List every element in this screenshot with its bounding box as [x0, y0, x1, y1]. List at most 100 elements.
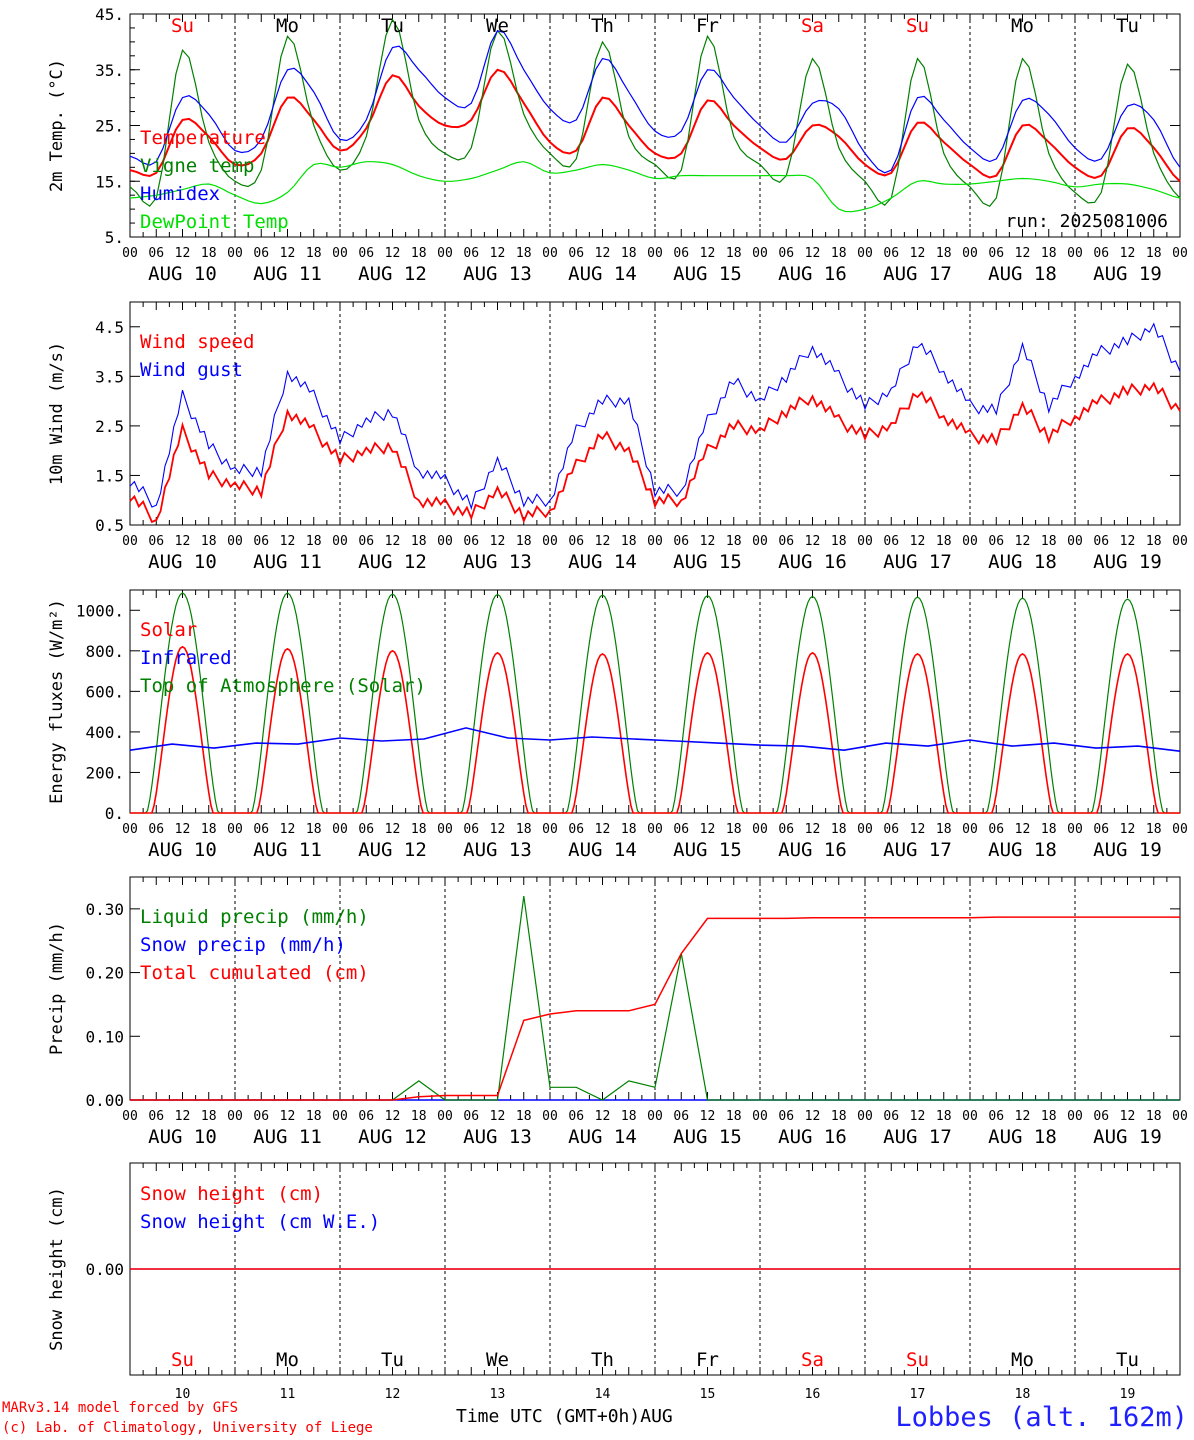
legend-entry: Total cumulated (cm)	[140, 962, 369, 984]
hour-tick-label: 12	[175, 246, 191, 261]
hour-tick-label: 18	[621, 822, 637, 837]
hour-tick-label: 12	[910, 1109, 926, 1124]
hour-tick-label: 18	[201, 246, 217, 261]
date-label: AUG 17	[883, 1126, 952, 1148]
y-tick-label: 3.5	[95, 367, 124, 386]
date-label: AUG 10	[148, 551, 217, 573]
hour-tick-label: 18	[1041, 534, 1057, 549]
hour-tick-label: 00	[1067, 1109, 1083, 1124]
y-tick-label: 0.5	[95, 516, 124, 535]
legend-entry: Solar	[140, 619, 197, 641]
station-label: Lobbes (alt. 162m)	[895, 1402, 1188, 1433]
hour-tick-label: 06	[1093, 1109, 1109, 1124]
hour-tick-label: 06	[673, 534, 689, 549]
hour-tick-label: 06	[1093, 822, 1109, 837]
hour-tick-label: 12	[280, 246, 296, 261]
hour-tick-label: 18	[936, 534, 952, 549]
hour-tick-label: 12	[1120, 1109, 1136, 1124]
day-number: 13	[490, 1387, 506, 1402]
y-tick-label: 600.	[85, 682, 124, 701]
hour-tick-label: 18	[201, 822, 217, 837]
hour-tick-label: 12	[700, 1109, 716, 1124]
legend-entry: Vigne temp	[140, 155, 254, 177]
hour-tick-label: 18	[306, 822, 322, 837]
y-tick-label: 0.10	[85, 1027, 124, 1046]
hour-tick-label: 00	[437, 1109, 453, 1124]
hour-tick-label: 12	[490, 246, 506, 261]
series-line	[129, 381, 1181, 524]
hour-tick-label: 12	[700, 822, 716, 837]
day-name: Su	[171, 15, 194, 37]
hour-tick-label: 00	[332, 534, 348, 549]
hour-tick-label: 00	[857, 534, 873, 549]
y-tick-label: 1.5	[95, 466, 124, 485]
hour-tick-label: 12	[280, 822, 296, 837]
legend-entry: Liquid precip (mm/h)	[140, 906, 369, 928]
hour-tick-label: 12	[280, 1109, 296, 1124]
y-tick-label: 2.5	[95, 417, 124, 436]
legend-entry: DewPoint Temp	[140, 211, 289, 233]
panel-frame	[129, 589, 1181, 814]
date-label: AUG 17	[883, 551, 952, 573]
date-label: AUG 16	[778, 839, 847, 861]
hour-tick-label: 12	[595, 1109, 611, 1124]
hour-tick-label: 18	[516, 1109, 532, 1124]
hour-tick-label: 00	[962, 1109, 978, 1124]
hour-tick-label: 12	[175, 534, 191, 549]
hour-tick-label: 06	[358, 822, 374, 837]
y-tick-label: 400.	[85, 723, 124, 742]
hour-tick-label: 18	[621, 246, 637, 261]
hour-tick-label: 06	[883, 1109, 899, 1124]
hour-tick-label: 12	[805, 1109, 821, 1124]
y-tick-label: 0.00	[85, 1260, 124, 1279]
hour-tick-label: 18	[831, 822, 847, 837]
series-line	[129, 18, 1181, 208]
hour-tick-label: 00	[1067, 534, 1083, 549]
date-label: AUG 12	[358, 1126, 427, 1148]
hour-tick-label: 06	[778, 534, 794, 549]
hour-tick-label: 18	[1041, 822, 1057, 837]
hour-tick-label: 12	[805, 534, 821, 549]
y-tick-label: 0.20	[85, 964, 124, 983]
hour-tick-label: 12	[805, 246, 821, 261]
hour-tick-label: 00	[1172, 822, 1188, 837]
hour-tick-label: 00	[962, 822, 978, 837]
hour-tick-label: 06	[988, 534, 1004, 549]
y-tick-label: 0.00	[85, 1091, 124, 1110]
hour-tick-label: 18	[831, 1109, 847, 1124]
y-axis-label: Snow height (cm)	[47, 1187, 67, 1351]
hour-tick-label: 06	[778, 246, 794, 261]
hour-tick-label: 18	[726, 822, 742, 837]
legend-entry: Humidex	[140, 183, 220, 205]
hour-tick-label: 18	[411, 246, 427, 261]
legend-entry: Temperature	[140, 127, 266, 149]
date-label: AUG 14	[568, 263, 637, 285]
legend-entry: Snow height (cm)	[140, 1183, 323, 1205]
day-name: Th	[591, 15, 614, 37]
hour-tick-label: 00	[1172, 1109, 1188, 1124]
date-label: AUG 17	[883, 263, 952, 285]
hour-tick-label: 00	[227, 822, 243, 837]
hour-tick-label: 00	[752, 246, 768, 261]
hour-tick-label: 12	[1015, 534, 1031, 549]
hour-tick-label: 06	[253, 246, 269, 261]
date-label: AUG 19	[1093, 551, 1162, 573]
hour-tick-label: 06	[988, 246, 1004, 261]
hour-tick-label: 12	[175, 822, 191, 837]
day-number: 15	[700, 1387, 716, 1402]
hour-tick-label: 00	[437, 822, 453, 837]
date-label: AUG 18	[988, 263, 1057, 285]
y-axis-label: 10m Wind (m/s)	[47, 342, 67, 485]
hour-tick-label: 06	[253, 1109, 269, 1124]
hour-tick-label: 18	[1041, 246, 1057, 261]
hour-tick-label: 06	[463, 534, 479, 549]
date-label: AUG 18	[988, 551, 1057, 573]
hour-tick-label: 00	[542, 246, 558, 261]
date-label: AUG 16	[778, 263, 847, 285]
date-label: AUG 13	[463, 839, 532, 861]
time-axis-title: Time UTC (GMT+0h)AUG	[456, 1406, 673, 1427]
date-label: AUG 19	[1093, 839, 1162, 861]
hour-tick-label: 06	[358, 1109, 374, 1124]
legend-entry: Snow height (cm W.E.)	[140, 1211, 380, 1233]
series-line	[129, 322, 1181, 511]
